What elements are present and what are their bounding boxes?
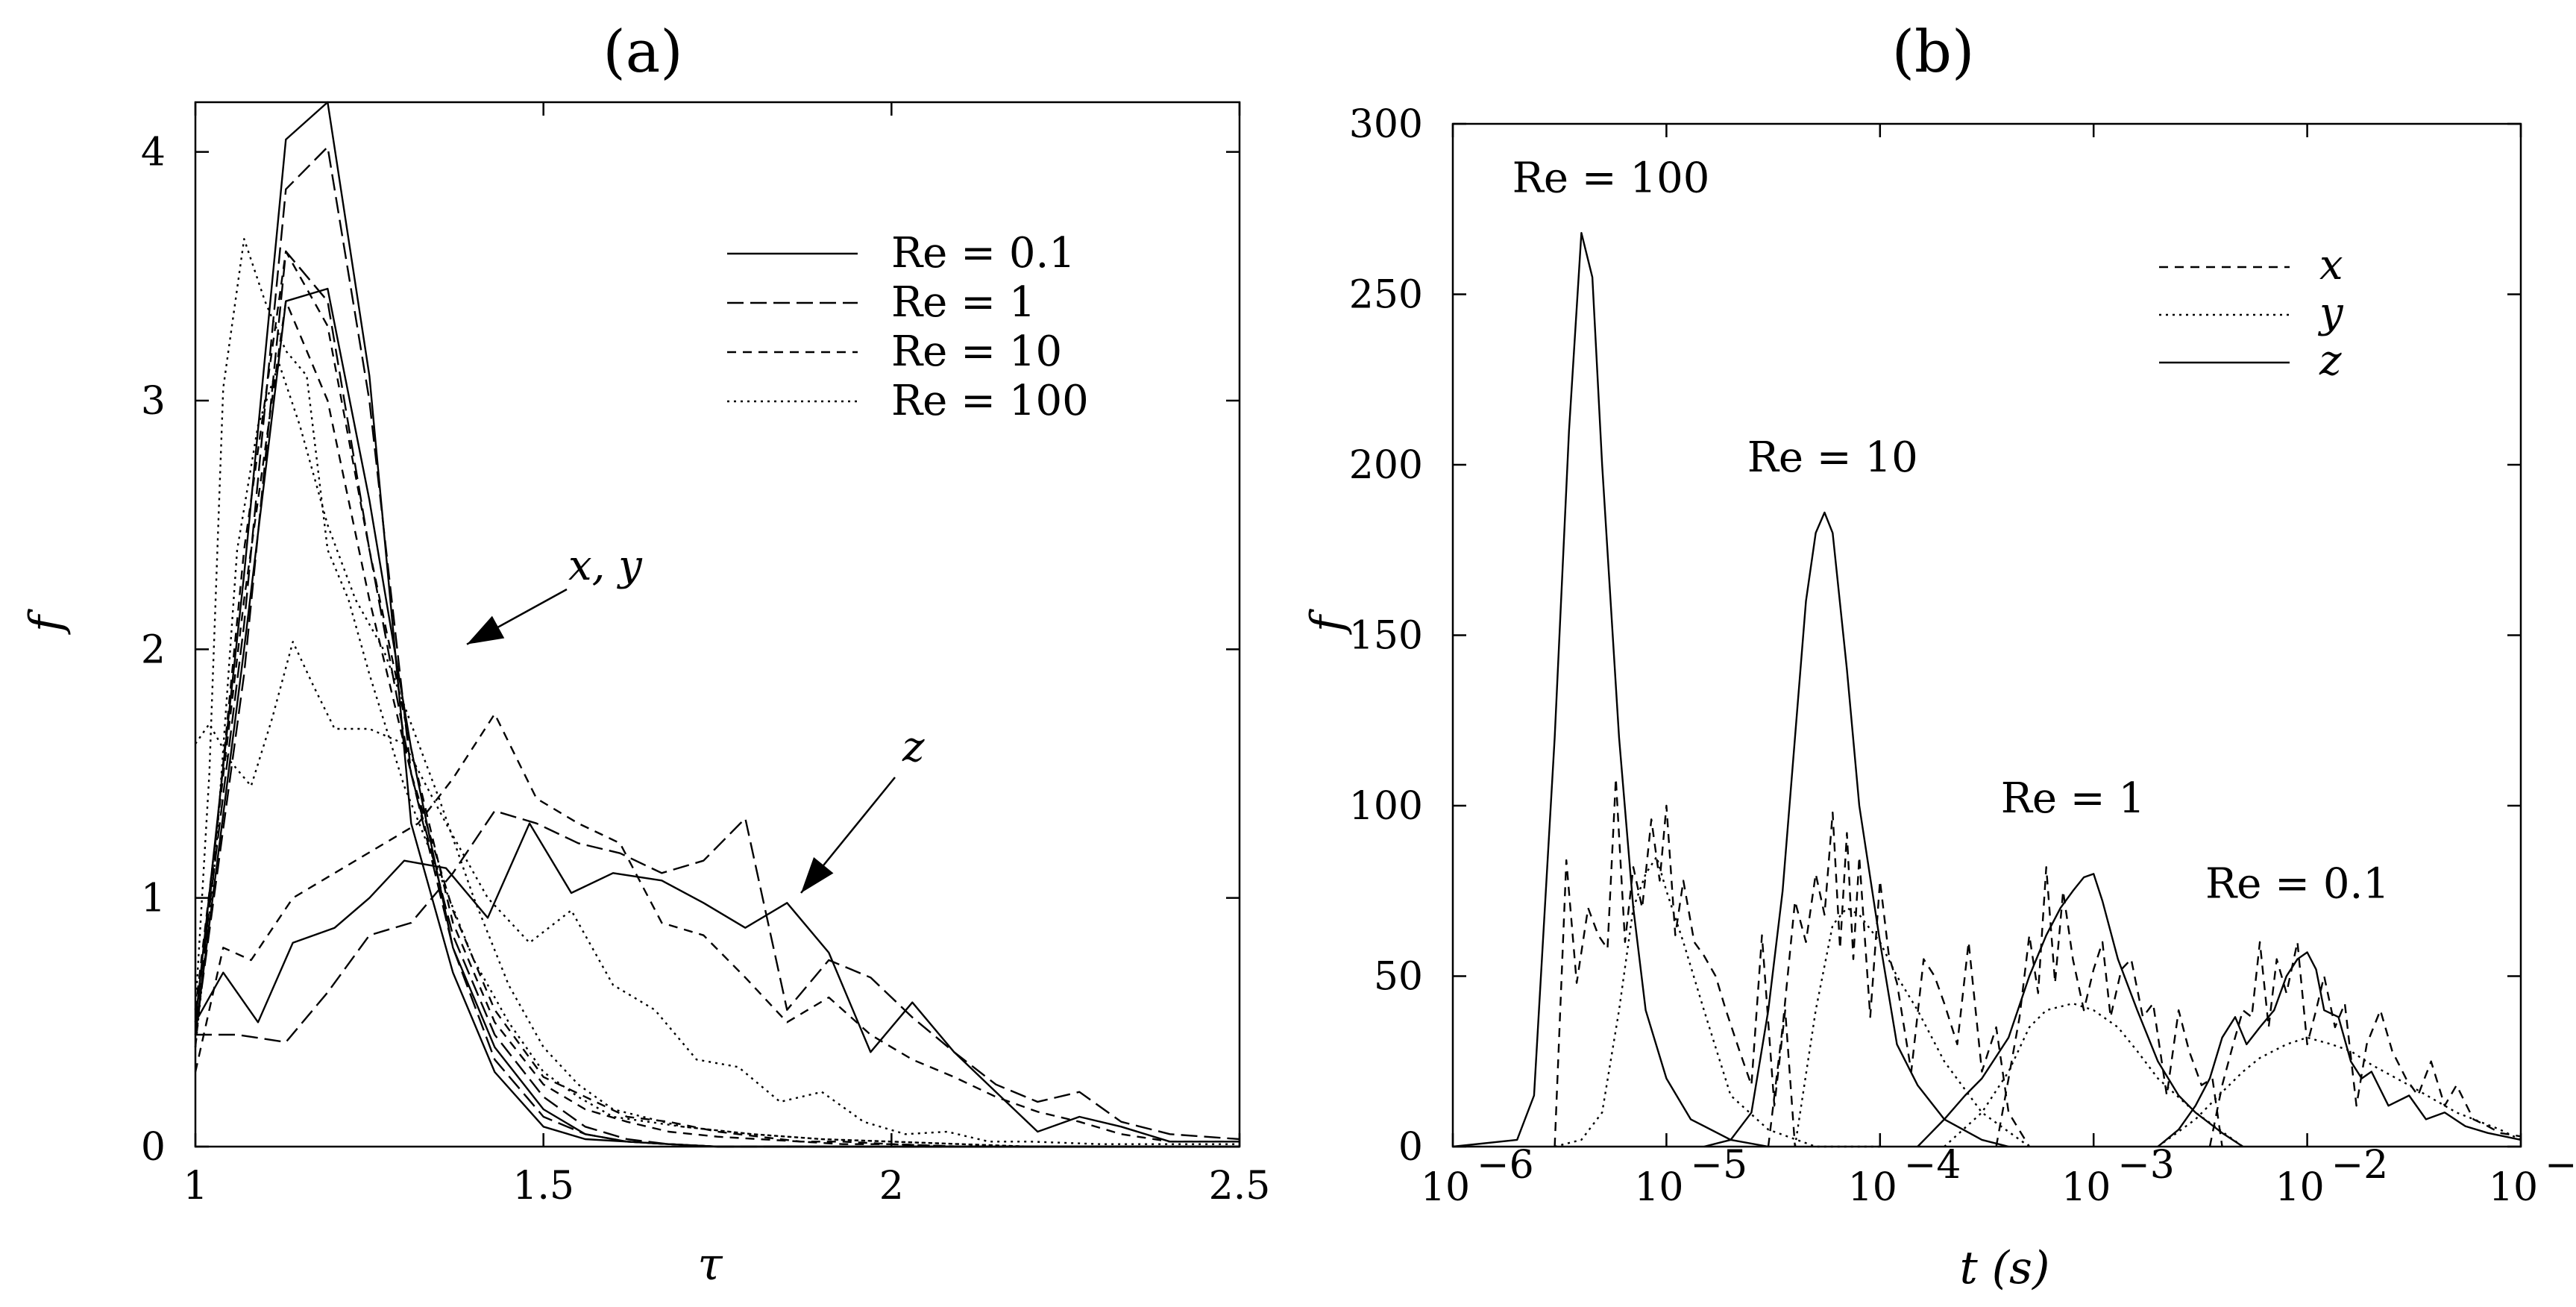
x-tick-label: 2.5 — [1209, 1164, 1271, 1209]
annotation-label: Re = 10 — [1747, 433, 1918, 482]
x-tick-label: 10 — [1634, 1165, 1683, 1210]
x-tick-exponent: −3 — [2117, 1143, 2175, 1188]
series-line — [2157, 951, 2522, 1147]
series-line — [1703, 511, 2009, 1148]
x-tick-label: 10 — [1421, 1165, 1470, 1210]
x-tick-label: 1.5 — [512, 1164, 574, 1209]
y-tick-label: 4 — [141, 131, 166, 175]
panel-b-ticks: 10−610−510−410−310−210−10501001502002503… — [1349, 102, 2576, 1210]
legend-label: Re = 1 — [891, 278, 1035, 327]
annotation-arrowhead — [801, 857, 834, 893]
annotation-label: Re = 1 — [2001, 774, 2145, 823]
legend-label: y — [2317, 289, 2344, 337]
series-line — [2157, 1036, 2522, 1147]
legend-label: z — [2319, 336, 2342, 385]
series-line — [194, 238, 1240, 1148]
y-tick-label: 100 — [1349, 784, 1423, 829]
x-tick-label: 10 — [2489, 1165, 2538, 1210]
panel-a-xlabel: τ — [697, 1238, 723, 1291]
series-line — [1554, 777, 1796, 1147]
series-line — [1995, 866, 2223, 1147]
y-tick-label: 1 — [141, 877, 166, 921]
panel-b-title: (b) — [1892, 19, 1975, 86]
x-tick-exponent: −2 — [2331, 1143, 2389, 1188]
x-tick-label: 2 — [879, 1164, 904, 1209]
series-line — [1917, 873, 2244, 1148]
series-line — [195, 641, 1240, 1145]
y-tick-label: 50 — [1374, 955, 1423, 1000]
y-tick-label: 3 — [141, 379, 166, 424]
series-line — [194, 300, 1240, 1148]
x-tick-exponent: −5 — [1690, 1143, 1747, 1188]
legend-label: x — [2319, 241, 2343, 289]
x-tick-label: 1 — [183, 1164, 207, 1209]
y-tick-label: 250 — [1349, 273, 1423, 318]
panel-b-curves — [1452, 232, 2522, 1148]
panel-b-xlabel: t (s) — [1960, 1242, 2050, 1294]
y-tick-label: 200 — [1349, 443, 1423, 488]
y-tick-label: 150 — [1349, 614, 1423, 659]
panel-a-title: (a) — [603, 19, 682, 86]
series-line — [194, 822, 1240, 1143]
panel-a-curves — [194, 101, 1240, 1148]
series-line — [194, 145, 1240, 1148]
annotation-label: z — [902, 723, 925, 771]
series-line — [194, 101, 1240, 1148]
legend-label: Re = 100 — [891, 377, 1089, 425]
series-line — [194, 362, 1240, 1148]
annotation-label: Re = 100 — [1512, 154, 1710, 202]
series-line — [1554, 856, 1880, 1148]
panel-b-annotations: Re = 100 Re = 10 Re = 1 Re = 0.1 — [1512, 154, 2390, 908]
x-tick-exponent: −1 — [2545, 1143, 2576, 1188]
legend-label: Re = 0.1 — [891, 229, 1075, 278]
annotation-label: x, y — [568, 542, 643, 590]
series-line — [1794, 906, 2030, 1147]
y-tick-label: 300 — [1349, 102, 1423, 147]
y-tick-label: 0 — [141, 1125, 166, 1170]
panel-b: (b) 10−610−510−410−310−210−1050100150200… — [1301, 19, 2576, 1294]
panel-b-legend: xyz — [2159, 241, 2344, 385]
annotation-label: Re = 0.1 — [2205, 859, 2390, 908]
annotation-arrowhead — [467, 615, 505, 645]
panel-b-ylabel: f — [1301, 608, 1354, 635]
series-line — [195, 809, 1240, 1141]
legend-label: Re = 10 — [891, 327, 1062, 376]
x-tick-label: 10 — [1848, 1165, 1897, 1210]
panel-a-annotations: x, y z — [466, 542, 925, 894]
x-tick-exponent: −6 — [1477, 1143, 1534, 1188]
y-tick-label: 0 — [1398, 1125, 1423, 1170]
series-line — [1452, 232, 1769, 1148]
x-tick-label: 10 — [2275, 1165, 2325, 1210]
x-tick-label: 10 — [2061, 1165, 2111, 1210]
panel-a-ylabel: f — [20, 608, 72, 635]
series-line — [2208, 941, 2522, 1147]
x-tick-exponent: −4 — [1904, 1143, 1961, 1188]
series-line — [194, 712, 1240, 1143]
y-tick-label: 2 — [141, 627, 166, 672]
